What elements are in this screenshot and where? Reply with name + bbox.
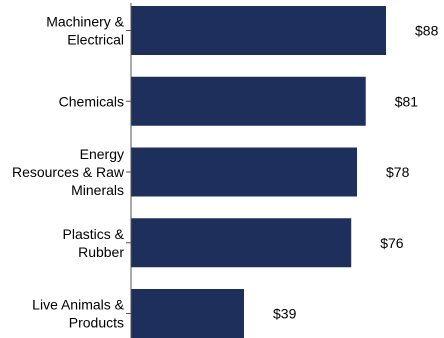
- value-labels: $88 $81 $78 $76 $39: [273, 23, 439, 322]
- category-label: Machinery & Electrical: [46, 14, 124, 48]
- category-labels: Machinery & Electrical Chemicals Energy Reso…: [12, 14, 125, 331]
- category-label: Plastics & Rubber: [63, 226, 125, 260]
- category-label: Chemicals: [59, 93, 124, 109]
- value-label: $78: [386, 164, 410, 180]
- y-axis-ticks: [126, 30, 131, 314]
- value-label: $39: [273, 306, 297, 322]
- bar: [131, 218, 352, 268]
- value-label: $88: [415, 23, 439, 39]
- bar: [131, 147, 358, 197]
- category-label: Energy Resources & Raw Minerals: [12, 146, 125, 198]
- category-label: Live Animals & Products: [32, 297, 124, 331]
- bar: [131, 289, 245, 338]
- bars-group: [131, 6, 386, 338]
- bar: [131, 6, 386, 55]
- bar: [131, 76, 366, 126]
- value-label: $81: [395, 93, 419, 109]
- value-label: $76: [380, 235, 404, 251]
